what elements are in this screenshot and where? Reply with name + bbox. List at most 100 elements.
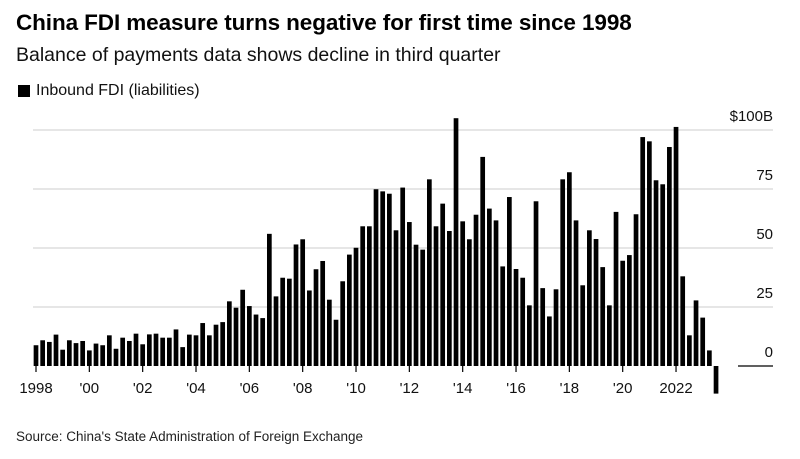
bar: [140, 344, 146, 366]
bar: [547, 316, 552, 366]
bar: [553, 289, 559, 366]
bar: [687, 335, 692, 366]
bar: [120, 337, 126, 366]
bar: [653, 180, 659, 366]
bar: [467, 239, 472, 366]
bar: [593, 239, 599, 366]
bar: [326, 299, 332, 366]
bar: [186, 334, 192, 366]
x-tick-label: '06: [240, 380, 260, 397]
bar: [66, 340, 72, 366]
bar: [240, 289, 246, 366]
bar: [180, 347, 186, 366]
bar: [647, 141, 652, 366]
x-tick-label: '16: [506, 380, 526, 397]
bar: [60, 349, 66, 366]
bar: [253, 314, 259, 366]
bar: [206, 335, 212, 366]
bar: [306, 290, 312, 366]
bar: [600, 267, 606, 366]
bar: [533, 201, 539, 366]
bar: [447, 231, 452, 366]
bar: [220, 322, 226, 366]
legend-swatch: [18, 85, 30, 97]
bar: [487, 208, 492, 366]
bar: [413, 244, 419, 366]
bar: [93, 343, 99, 366]
bar: [633, 214, 639, 366]
chart-title: China FDI measure turns negative for fir…: [16, 10, 632, 35]
bar: [266, 233, 272, 366]
bar: [713, 366, 719, 394]
bar: [360, 226, 366, 366]
bar: [300, 239, 306, 366]
bar: [153, 333, 159, 366]
x-tick-label: '02: [133, 380, 153, 397]
bar: [133, 333, 139, 366]
bar: [660, 184, 666, 366]
x-tick-label: '08: [293, 380, 313, 397]
source-note: Source: China's State Administration of …: [16, 429, 364, 444]
bar: [680, 276, 686, 366]
bar: [193, 335, 199, 366]
bar: [700, 317, 706, 366]
bar: [233, 307, 239, 366]
x-tick-label: '18: [560, 380, 580, 397]
bar: [286, 278, 292, 366]
bar: [146, 334, 152, 366]
bar: [393, 230, 399, 366]
bar: [113, 348, 119, 366]
x-tick-label: '04: [186, 380, 206, 397]
bar: [273, 296, 279, 366]
x-tick-label: '12: [400, 380, 420, 397]
y-tick-label: 50: [756, 226, 773, 243]
bar: [166, 337, 172, 366]
bar: [407, 222, 412, 366]
bar: [313, 269, 319, 366]
bar: [106, 335, 112, 366]
bar: [513, 269, 519, 366]
bar: [346, 254, 352, 366]
bar: [427, 179, 432, 366]
bar: [353, 247, 359, 366]
bar: [387, 193, 392, 366]
bar: [460, 221, 466, 366]
bar: [280, 277, 286, 366]
bar: [627, 255, 632, 366]
legend-label: Inbound FDI (liabilities): [36, 82, 200, 99]
y-tick-label: $100B: [730, 108, 773, 125]
bar: [580, 285, 586, 366]
bar: [707, 350, 712, 366]
bar: [480, 156, 486, 366]
bar: [433, 226, 439, 366]
bar: [673, 126, 679, 366]
bar: [333, 319, 339, 366]
bar: [560, 179, 566, 366]
x-tick-label: '10: [346, 380, 366, 397]
bar: [567, 172, 572, 366]
bar: [80, 340, 86, 366]
bar: [540, 288, 546, 366]
bar: [126, 340, 132, 366]
bar: [573, 220, 579, 366]
bar: [607, 305, 612, 366]
bar: [493, 220, 499, 366]
bar: [380, 191, 386, 366]
bar: [613, 211, 619, 366]
bar: [453, 118, 459, 366]
bar: [100, 345, 106, 366]
bar: [260, 318, 266, 366]
x-tick-label: 1998: [19, 380, 52, 397]
bar: [40, 340, 46, 366]
bar: [200, 323, 206, 366]
bar: [420, 249, 426, 366]
legend: Inbound FDI (liabilities): [18, 82, 200, 100]
x-tick-label: 2022: [659, 380, 692, 397]
bar: [293, 244, 299, 366]
bar: [640, 137, 646, 366]
bar: [73, 343, 79, 366]
bar: [46, 341, 52, 366]
bar: [53, 334, 59, 366]
bar: [667, 146, 672, 366]
bar: [620, 260, 626, 366]
